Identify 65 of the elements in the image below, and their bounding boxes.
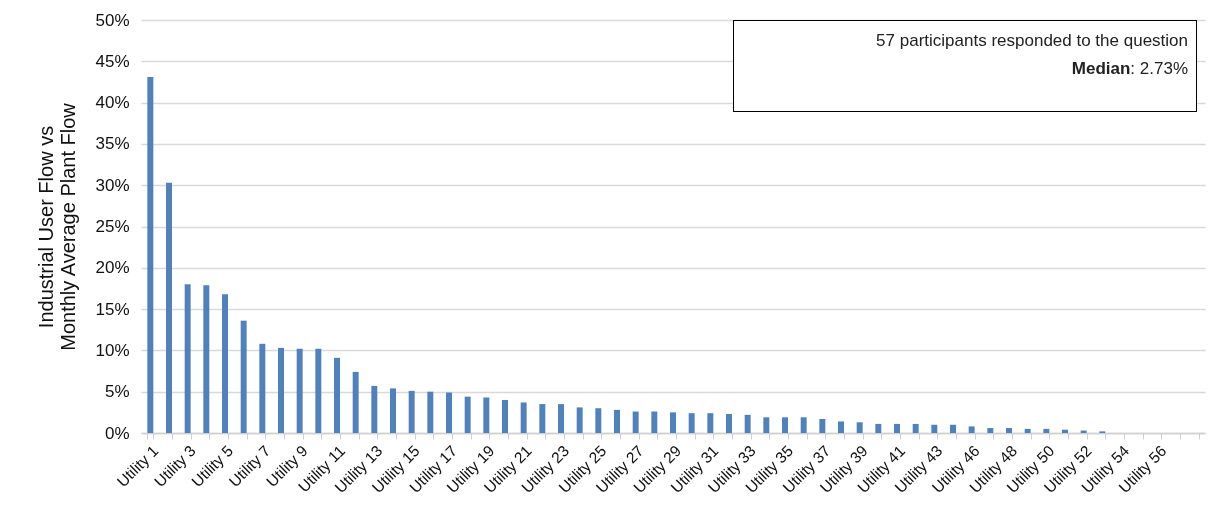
bar <box>688 413 695 433</box>
y-tick-label: 20% <box>95 258 130 278</box>
y-tick-label: 50% <box>95 10 130 30</box>
bar <box>259 343 266 433</box>
y-tick-label: 10% <box>95 340 130 360</box>
bar <box>931 424 938 433</box>
y-tick-label: 0% <box>104 423 130 443</box>
bar <box>819 418 826 433</box>
bar <box>968 426 975 433</box>
bar <box>782 417 788 433</box>
bar <box>184 284 191 433</box>
annotation: 57 participants responded to the question <box>875 30 1188 52</box>
bar <box>632 411 639 433</box>
bar <box>838 421 844 433</box>
bar <box>371 385 378 433</box>
bar <box>651 411 658 433</box>
bar <box>856 422 863 433</box>
bar <box>166 182 172 433</box>
bar <box>614 409 620 433</box>
bar <box>1062 429 1068 433</box>
bar <box>464 396 471 433</box>
bar <box>278 347 284 433</box>
y-tick-label: 15% <box>95 299 130 319</box>
y-tick-label: 5% <box>104 382 130 402</box>
bar <box>950 424 956 433</box>
bar <box>894 423 900 433</box>
bar <box>240 320 247 433</box>
y-tick-label: 40% <box>95 93 130 113</box>
bar <box>296 348 303 433</box>
bar <box>222 294 228 433</box>
bar <box>595 408 602 433</box>
bar <box>408 390 415 433</box>
bar <box>670 412 676 433</box>
bar <box>576 407 583 433</box>
bar <box>147 76 154 433</box>
bar <box>1024 428 1031 433</box>
y-tick-label: 45% <box>95 51 130 71</box>
bar <box>558 404 564 433</box>
bar <box>390 388 396 433</box>
bar <box>875 423 882 433</box>
bar <box>352 371 359 433</box>
y-tick-label: 25% <box>95 217 130 236</box>
bar <box>502 399 508 433</box>
bar <box>763 417 770 433</box>
y-axis-title: Industrial User Flow vs Monthly Average Plant Flow <box>35 102 80 351</box>
y-tick-label: 30% <box>95 175 130 195</box>
bar <box>1006 428 1012 433</box>
annotation: Median: 2.73% <box>1070 58 1188 80</box>
bar <box>446 392 452 433</box>
bar <box>707 413 714 433</box>
bar <box>744 414 751 433</box>
bar <box>483 397 490 433</box>
bar <box>987 428 994 433</box>
bar <box>203 285 210 433</box>
bar <box>800 417 807 433</box>
bar <box>520 402 527 433</box>
text-box: 57 participants responded to the question Median: 2.73% <box>733 20 1197 112</box>
bar <box>427 391 434 433</box>
bar <box>334 357 340 433</box>
bar <box>1043 428 1050 433</box>
bar <box>726 414 732 433</box>
bar <box>912 423 919 433</box>
y-tick-label: 35% <box>95 134 130 154</box>
bar <box>539 404 546 433</box>
bar <box>315 348 322 433</box>
